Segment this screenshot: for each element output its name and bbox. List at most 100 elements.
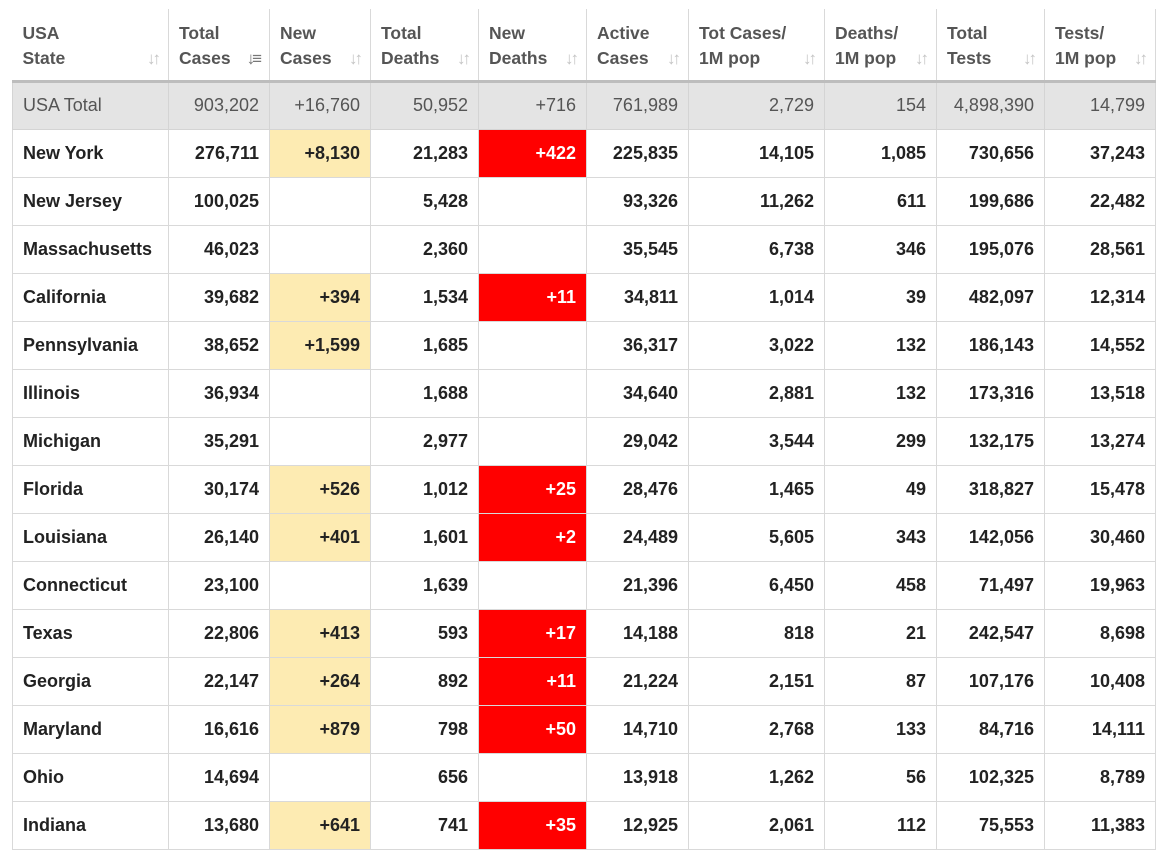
state-cell[interactable]: Florida: [12, 464, 169, 514]
total-tests-cell: 71,497: [936, 560, 1045, 610]
new-deaths-cell: +25: [478, 464, 587, 514]
tests-per-1m-cell: 30,460: [1044, 512, 1156, 562]
header-new-cases[interactable]: New Cases ↓↑: [269, 9, 371, 83]
active-cases-cell: 36,317: [586, 320, 689, 370]
state-cell[interactable]: Louisiana: [12, 512, 169, 562]
header-state[interactable]: USA State ↓↑: [12, 9, 169, 83]
new-cases-cell: +264: [269, 656, 371, 706]
new-cases-cell: +401: [269, 512, 371, 562]
total-tests-cell: 482,097: [936, 272, 1045, 322]
cases-per-1m-cell: 6,738: [688, 224, 825, 274]
header-total-cases[interactable]: Total Cases ↓≡: [168, 9, 270, 83]
total-tests-cell: 199,686: [936, 176, 1045, 226]
tests-per-1m-cell: 14,799: [1044, 80, 1156, 130]
state-cell[interactable]: Massachusetts: [12, 224, 169, 274]
state-cell[interactable]: New York: [12, 128, 169, 178]
active-cases-cell: 28,476: [586, 464, 689, 514]
tests-per-1m-cell: 14,111: [1044, 704, 1156, 754]
table-row: Massachusetts 46,023 2,360 35,545 6,738 346 19…: [12, 224, 1156, 274]
total-deaths-cell: 21,283: [370, 128, 479, 178]
deaths-per-1m-cell: 154: [824, 80, 937, 130]
total-deaths-cell: 2,977: [370, 416, 479, 466]
sort-icon[interactable]: ↓↑: [1023, 49, 1037, 68]
state-cell[interactable]: Georgia: [12, 656, 169, 706]
header-label: Total: [947, 23, 988, 43]
header-new-deaths[interactable]: New Deaths ↓↑: [478, 9, 587, 83]
header-total-tests[interactable]: Total Tests ↓↑: [936, 9, 1045, 83]
active-cases-cell: 761,989: [586, 80, 689, 130]
sort-icon[interactable]: ↓↑: [349, 49, 363, 68]
deaths-per-1m-cell: 112: [824, 800, 937, 850]
total-cases-cell: 276,711: [168, 128, 270, 178]
new-deaths-cell: [478, 368, 587, 418]
cases-per-1m-cell: 2,881: [688, 368, 825, 418]
state-cell[interactable]: Ohio: [12, 752, 169, 802]
sort-desc-icon[interactable]: ↓≡: [246, 49, 263, 68]
cases-per-1m-cell: 1,262: [688, 752, 825, 802]
new-deaths-cell: +35: [478, 800, 587, 850]
sort-icon[interactable]: ↓↑: [457, 49, 471, 68]
tests-per-1m-cell: 11,383: [1044, 800, 1156, 850]
state-cell[interactable]: Pennsylvania: [12, 320, 169, 370]
tests-per-1m-cell: 19,963: [1044, 560, 1156, 610]
total-tests-cell: 102,325: [936, 752, 1045, 802]
state-cell[interactable]: Michigan: [12, 416, 169, 466]
tests-per-1m-cell: 37,243: [1044, 128, 1156, 178]
total-cases-cell: 100,025: [168, 176, 270, 226]
new-cases-cell: [269, 416, 371, 466]
active-cases-cell: 21,396: [586, 560, 689, 610]
state-cell[interactable]: Connecticut: [12, 560, 169, 610]
header-deaths-per-1m[interactable]: Deaths/1M pop ↓↑: [824, 9, 937, 83]
state-cell[interactable]: Maryland: [12, 704, 169, 754]
header-label: Total: [179, 23, 220, 43]
sort-icon[interactable]: ↓↑: [667, 49, 681, 68]
sort-icon[interactable]: ↓↑: [1134, 49, 1148, 68]
active-cases-cell: 12,925: [586, 800, 689, 850]
total-deaths-cell: 5,428: [370, 176, 479, 226]
header-label: 1M pop: [1055, 48, 1117, 68]
state-cell[interactable]: California: [12, 272, 169, 322]
table-row: Texas 22,806 +413 593 +17 14,188 818 21 242,547 8…: [12, 608, 1156, 658]
header-label: Tests/: [1055, 23, 1105, 43]
total-deaths-cell: 1,534: [370, 272, 479, 322]
deaths-per-1m-cell: 133: [824, 704, 937, 754]
total-deaths-cell: 1,685: [370, 320, 479, 370]
state-cell[interactable]: Indiana: [12, 800, 169, 850]
header-label: 1M pop: [835, 48, 897, 68]
total-tests-cell: 75,553: [936, 800, 1045, 850]
cases-per-1m-cell: 11,262: [688, 176, 825, 226]
table-row: Michigan 35,291 2,977 29,042 3,544 299 132,175…: [12, 416, 1156, 466]
new-cases-cell: +526: [269, 464, 371, 514]
total-cases-cell: 23,100: [168, 560, 270, 610]
sort-icon[interactable]: ↓↑: [803, 49, 817, 68]
cases-per-1m-cell: 2,768: [688, 704, 825, 754]
state-cell[interactable]: New Jersey: [12, 176, 169, 226]
header-tests-per-1m[interactable]: Tests/1M pop ↓↑: [1044, 9, 1156, 83]
covid-usa-states-table: USA State ↓↑ Total Cases ↓≡ New Cases ↓↑ Total…: [12, 9, 1156, 850]
new-deaths-cell: +11: [478, 272, 587, 322]
header-active-cases[interactable]: Active Cases ↓↑: [586, 9, 689, 83]
state-cell[interactable]: Illinois: [12, 368, 169, 418]
total-tests-cell: 318,827: [936, 464, 1045, 514]
tests-per-1m-cell: 13,518: [1044, 368, 1156, 418]
deaths-per-1m-cell: 1,085: [824, 128, 937, 178]
active-cases-cell: 13,918: [586, 752, 689, 802]
table-row: New York 276,711 +8,130 21,283 +422 225,835 14…: [12, 128, 1156, 178]
new-deaths-cell: +50: [478, 704, 587, 754]
header-label: Deaths/: [835, 23, 899, 43]
header-total-deaths[interactable]: Total Deaths ↓↑: [370, 9, 479, 83]
sort-icon[interactable]: ↓↑: [147, 49, 161, 68]
new-cases-cell: +413: [269, 608, 371, 658]
deaths-per-1m-cell: 56: [824, 752, 937, 802]
new-cases-cell: [269, 368, 371, 418]
state-cell[interactable]: Texas: [12, 608, 169, 658]
new-deaths-cell: +2: [478, 512, 587, 562]
total-cases-cell: 903,202: [168, 80, 270, 130]
new-deaths-cell: [478, 560, 587, 610]
sort-icon[interactable]: ↓↑: [915, 49, 929, 68]
sort-icon[interactable]: ↓↑: [565, 49, 579, 68]
header-label: Active: [597, 23, 650, 43]
active-cases-cell: 29,042: [586, 416, 689, 466]
total-deaths-cell: 892: [370, 656, 479, 706]
header-cases-per-1m[interactable]: Tot Cases/1M pop ↓↑: [688, 9, 825, 83]
